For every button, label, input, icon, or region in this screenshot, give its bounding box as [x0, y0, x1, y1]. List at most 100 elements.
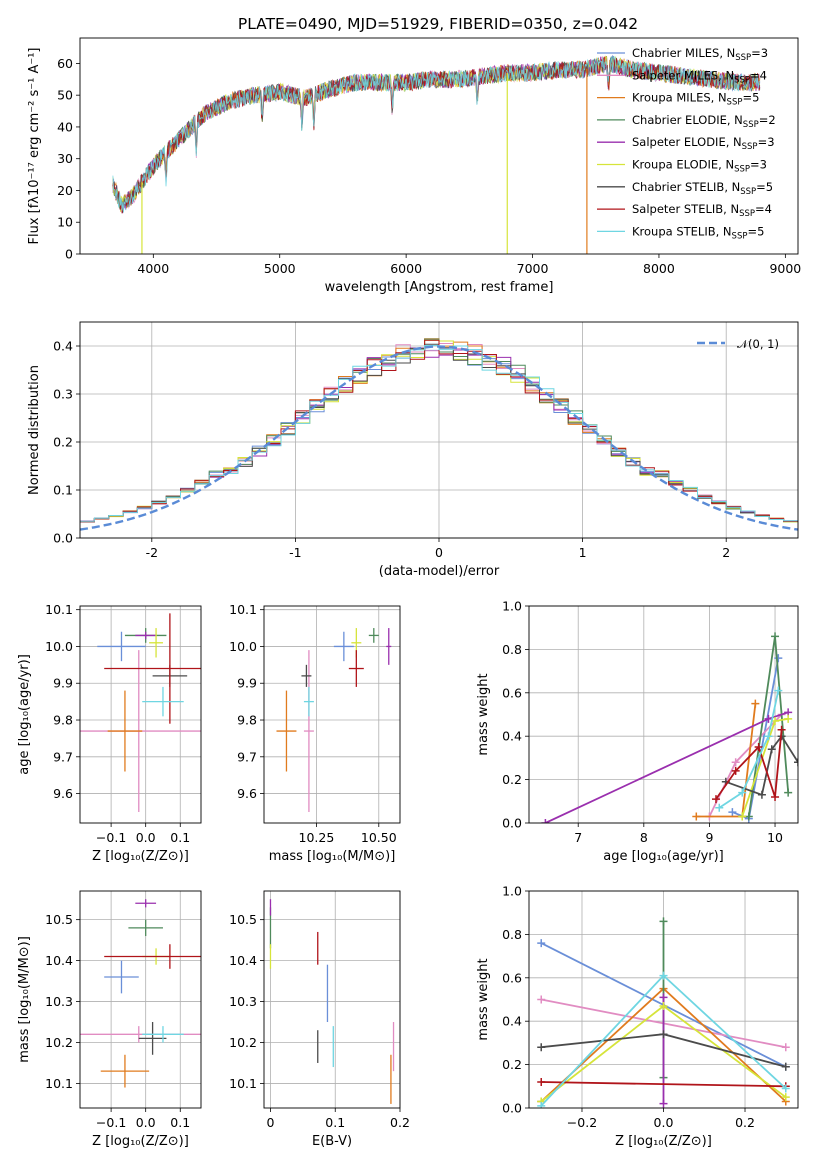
- errorbar-chabrier-miles: [333, 631, 354, 662]
- x-tick-label: 10.25: [299, 830, 335, 845]
- x-axis-label: wavelength [Angstrom, rest frame]: [325, 280, 554, 295]
- plot-area: [537, 917, 790, 1108]
- y-tick-label: 10.3: [229, 994, 257, 1009]
- errorbar-chabrier-miles: [104, 960, 139, 994]
- marker-kroupa-stelib: [764, 732, 773, 741]
- x-tick-label: 0.0: [136, 830, 156, 845]
- marker-kroupa-elodie: [781, 1093, 790, 1102]
- y-tick-label: 30: [57, 151, 73, 166]
- errorbar-salpeter-stelib: [104, 613, 201, 724]
- y-tick-label: 0.2: [53, 435, 73, 450]
- marker-salpeter-stelib: [711, 795, 720, 804]
- y-axis-label: mass weight: [476, 958, 491, 1040]
- x-tick-label: 0: [266, 1115, 274, 1130]
- legend-label-kroupa-stelib: Kroupa STELIB, NSSP=5: [632, 224, 764, 241]
- x-tick-label: 10: [767, 830, 783, 845]
- y-tick-label: 0.8: [502, 927, 522, 942]
- x-tick-label: −0.1: [96, 830, 126, 845]
- marker-chabrier-elodie: [784, 788, 793, 797]
- errorbar-salpeter-elodie: [135, 631, 157, 640]
- grid: [80, 606, 201, 823]
- y-tick-label: 10.0: [229, 639, 257, 654]
- axes-frame: [528, 605, 799, 824]
- y-tick-label: 10.5: [45, 912, 73, 927]
- x-tick-label: 1: [579, 545, 587, 560]
- errorbar-kroupa-stelib: [142, 686, 184, 717]
- x-tick-label: 5000: [264, 261, 296, 276]
- x-tick-label: −0.2: [567, 1115, 597, 1130]
- y-tick-label: 0.4: [502, 1014, 522, 1029]
- figure-title: PLATE=0490, MJD=51929, FIBERID=0350, z=0…: [238, 15, 638, 33]
- y-tick-label: 40: [57, 119, 73, 134]
- grid: [264, 891, 401, 1108]
- spectrum-legend: Chabrier MILES, NSSP=3 Salpeter MILES, NS…: [597, 46, 776, 241]
- chart-mass-vs-EBV: 0 0.1 0.2 10.1 10.2 10.3 10.4 10.5 E(B-V): [229, 890, 410, 1149]
- y-tick-label: 20: [57, 183, 73, 198]
- x-tick-label: -2: [146, 545, 158, 560]
- y-tick-label: 0.8: [502, 642, 522, 657]
- y-tick-label: 9.8: [53, 713, 73, 728]
- y-tick-label: 9.6: [237, 786, 257, 801]
- x-tick-label: 0.0: [136, 1115, 156, 1130]
- marker-chabrier-stelib: [767, 745, 776, 754]
- chart-mass-weight-vs-age: 7 8 9 10 0.0 0.2 0.4 0.6 0.8 1.0 age [log₁₀(age/yr…: [476, 599, 799, 864]
- y-tick-label: 10.4: [45, 953, 73, 968]
- y-tick-label: 0.2: [502, 1057, 522, 1072]
- marker-salpeter-elodie: [659, 993, 668, 1002]
- chart-residuals: -2 -1 0 1 2 0.0 0.1 0.2 0.3 0.4 (data-model)/error…: [27, 321, 799, 579]
- errorbar-chabrier-stelib: [301, 664, 312, 687]
- plot-area: [541, 632, 798, 823]
- y-tick-label: 10.1: [229, 1076, 257, 1091]
- marker-kroupa-miles: [692, 812, 701, 821]
- errorbar-kroupa-miles: [107, 690, 143, 772]
- x-tick-label: 0.2: [390, 1115, 410, 1130]
- x-tick-label: 8: [640, 830, 648, 845]
- plot-area: [80, 338, 798, 531]
- axes-frame: [263, 605, 401, 824]
- y-tick-label: 10.2: [229, 1035, 257, 1050]
- y-tick-label: 0.6: [502, 970, 522, 985]
- errorbar-salpeter-elodie: [386, 628, 392, 665]
- x-axis-label: Z [log₁₀(Z/Z⊙)]: [615, 1134, 712, 1149]
- x-tick-label: 6000: [390, 261, 422, 276]
- y-tick-label: 0.0: [53, 531, 73, 546]
- axes-frame: [79, 605, 202, 824]
- x-tick-label: 7000: [517, 261, 549, 276]
- y-tick-label: 10.5: [229, 912, 257, 927]
- grid: [80, 891, 201, 1108]
- errorbar-salpeter-elodie: [135, 899, 157, 908]
- marker-kroupa-elodie: [659, 1002, 668, 1011]
- marker-kroupa-stelib: [715, 803, 724, 812]
- legend-label-chabrier-miles: Chabrier MILES, NSSP=3: [632, 46, 768, 63]
- y-tick-label: 9.8: [237, 713, 257, 728]
- chart-spectrum: 4000 5000 6000 7000 8000 9000 0 10 20 30 40 50 60 wav…: [27, 37, 801, 295]
- marker-salpeter-elodie: [541, 819, 550, 823]
- x-tick-label: 0.0: [654, 1115, 674, 1130]
- marker-kroupa-miles: [751, 699, 760, 708]
- x-tick-label: 0: [435, 545, 443, 560]
- spectrum-line-kroupa-stelib: [112, 56, 761, 213]
- marker-kroupa-stelib: [781, 1084, 790, 1093]
- y-axis-label: age [log₁₀(age/yr)]: [17, 654, 32, 775]
- y-axis-label: Flux [fλ10⁻¹⁷ erg cm⁻² s⁻¹ A⁻¹]: [27, 48, 42, 245]
- plot-area: [269, 899, 395, 1104]
- x-tick-label: 0.1: [170, 830, 190, 845]
- chart-mass-vs-Z: −0.1 0.0 0.1 10.1 10.2 10.3 10.4 10.5 Z [log₁₀(Z…: [17, 890, 202, 1149]
- y-tick-label: 9.7: [53, 749, 73, 764]
- x-tick-label: 2: [722, 545, 730, 560]
- y-tick-label: 0.4: [502, 729, 522, 744]
- marker-kroupa-elodie: [738, 812, 747, 821]
- axes-frame: [79, 321, 799, 539]
- y-tick-label: 9.6: [53, 786, 73, 801]
- y-tick-label: 0.0: [502, 1101, 522, 1116]
- y-tick-label: 9.7: [237, 749, 257, 764]
- x-tick-label: 9000: [769, 261, 801, 276]
- y-tick-label: 0.6: [502, 685, 522, 700]
- marker-salpeter-elodie: [764, 714, 773, 723]
- marker-chabrier-stelib: [659, 1030, 668, 1039]
- plot-area: [80, 899, 201, 1088]
- y-tick-label: 10.1: [45, 602, 73, 617]
- marker-salpeter-stelib: [537, 1077, 546, 1086]
- legend-label-normal: 𝒩(0, 1): [737, 337, 779, 351]
- marker-chabrier-stelib: [537, 1043, 546, 1052]
